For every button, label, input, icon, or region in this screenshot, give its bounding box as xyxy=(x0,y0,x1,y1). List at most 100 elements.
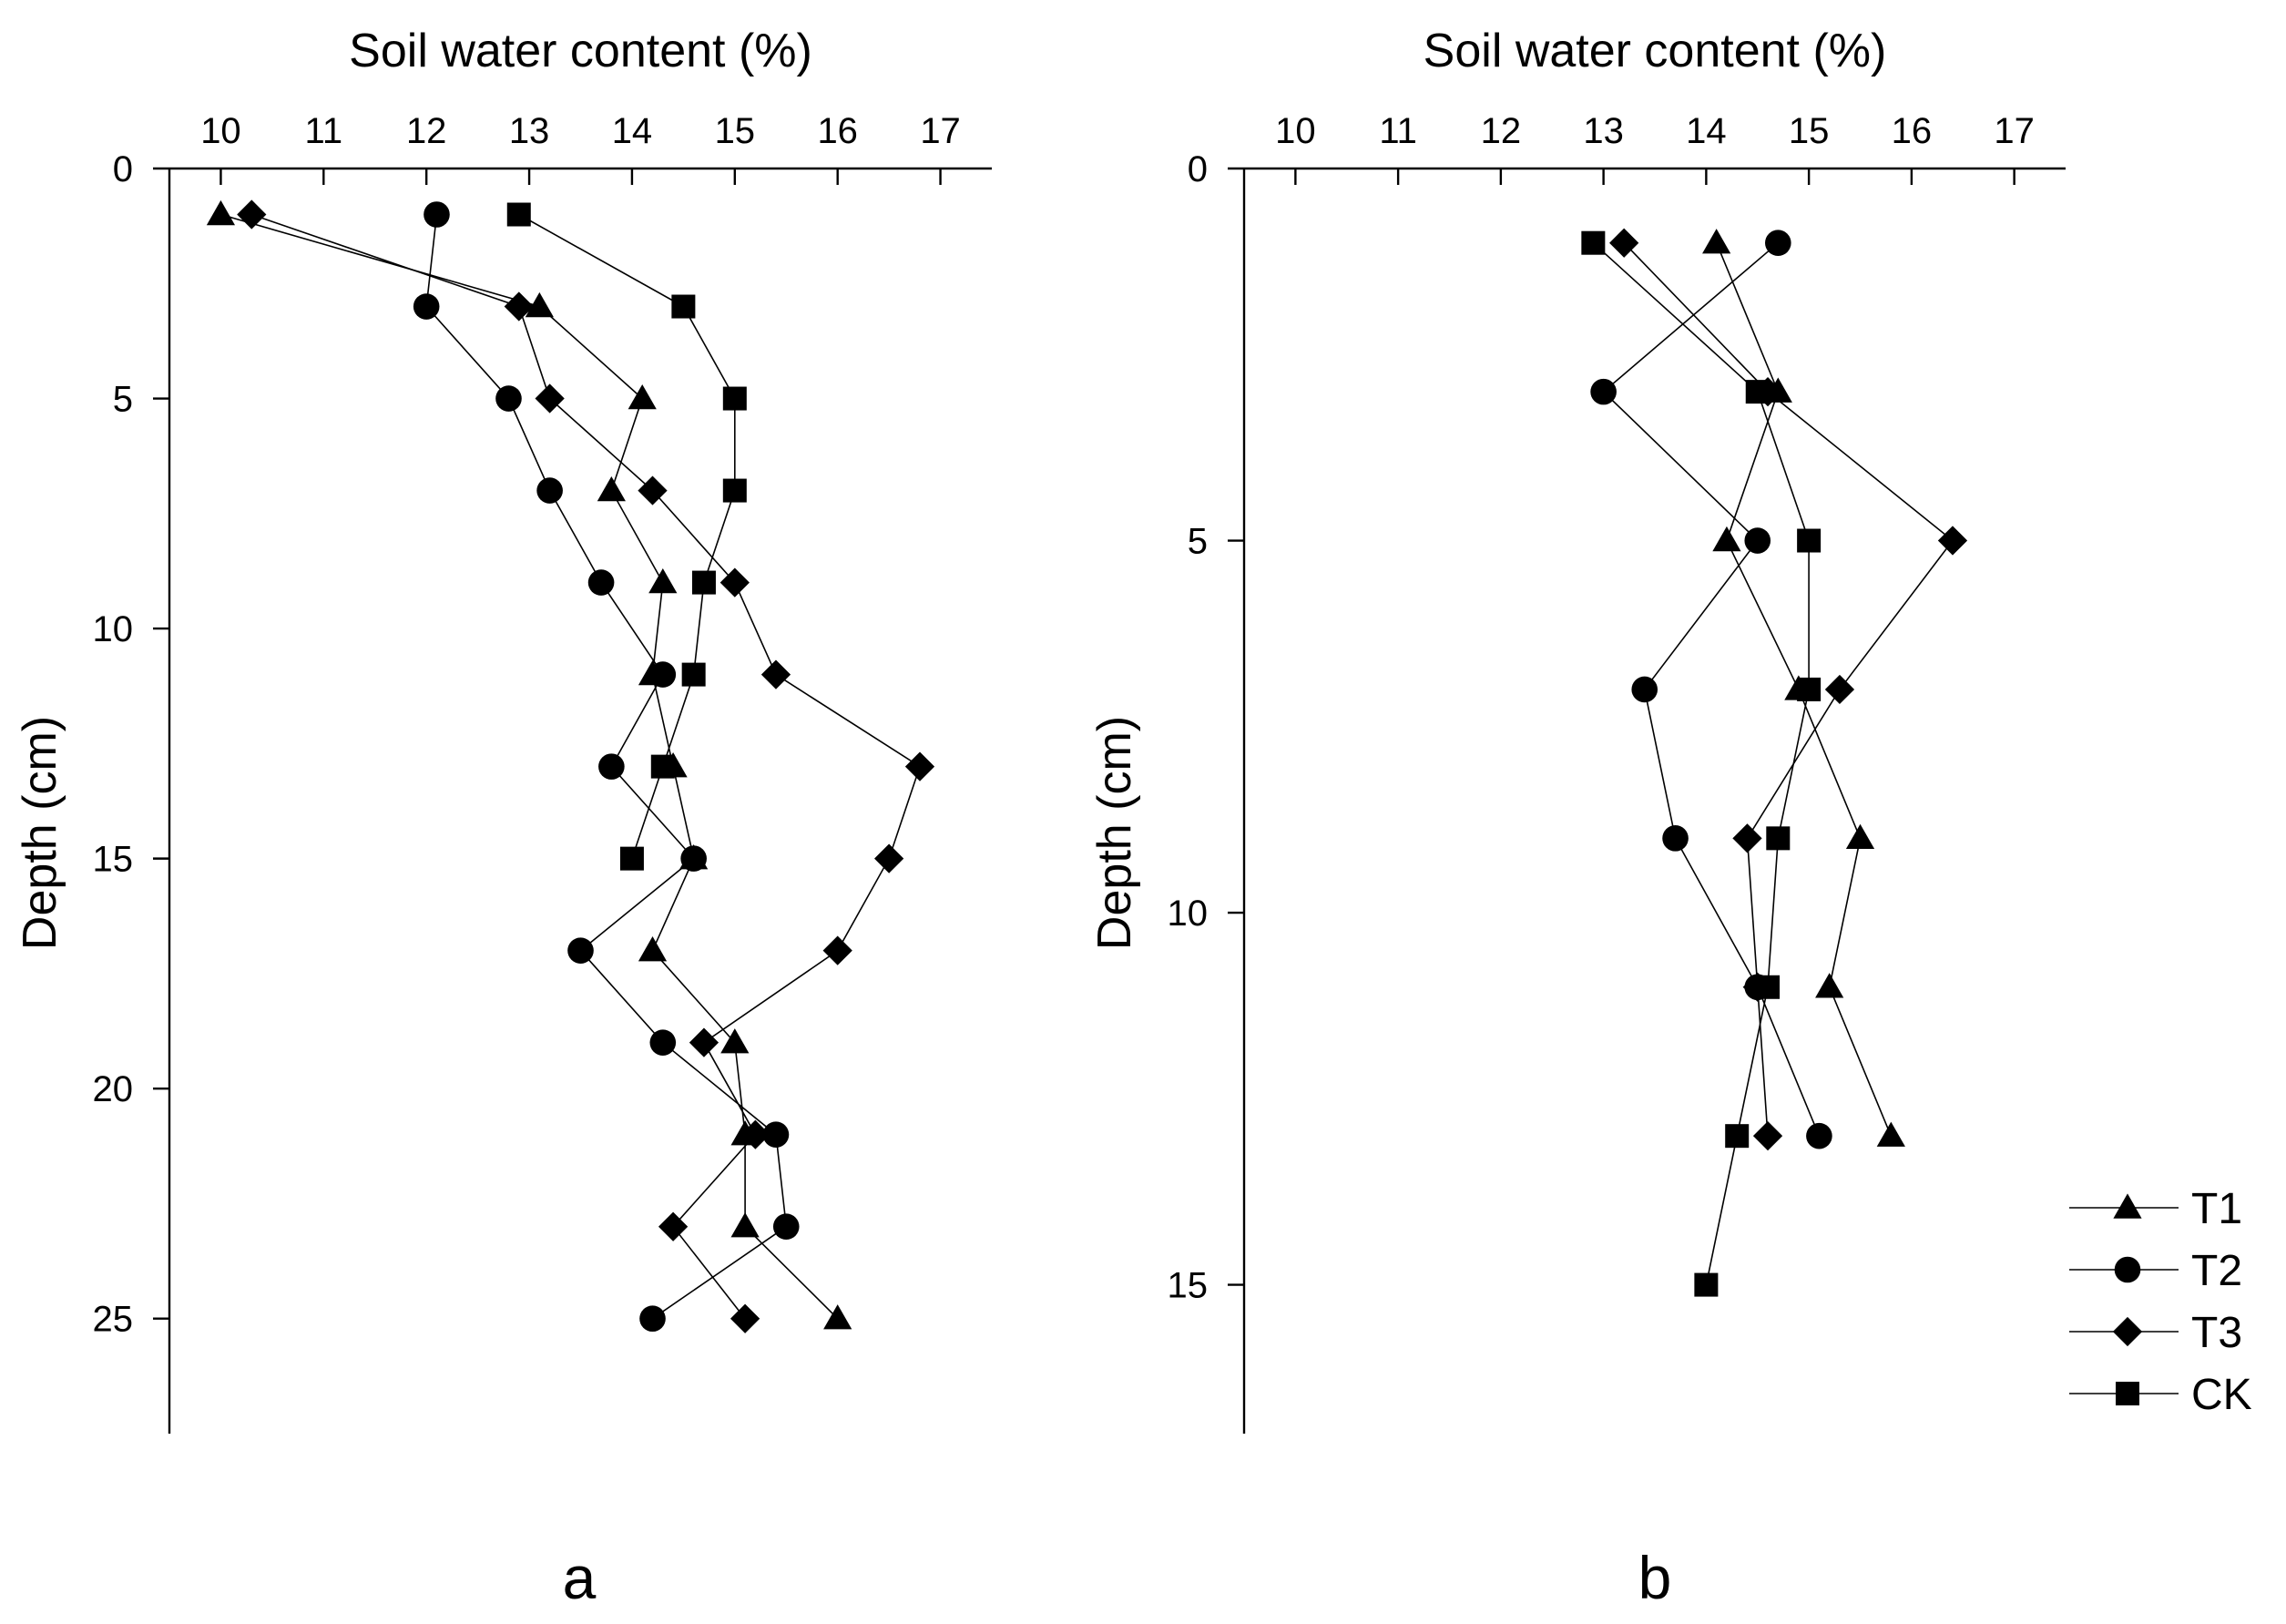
panel-label: a xyxy=(563,1544,597,1611)
data-point-T1 xyxy=(1876,1121,1905,1147)
y-tick-label: 0 xyxy=(113,149,133,189)
data-point-T3 xyxy=(1609,228,1639,258)
y-tick-label: 20 xyxy=(93,1069,134,1109)
data-point-T2 xyxy=(587,569,615,596)
data-point-T1 xyxy=(1712,526,1741,552)
series-line-T3 xyxy=(1623,242,1954,1137)
data-point-CK xyxy=(681,662,706,687)
x-tick-label: 13 xyxy=(509,111,550,151)
data-point-T1 xyxy=(597,475,626,502)
data-point-CK xyxy=(722,478,747,503)
legend-label-T2: T2 xyxy=(2191,1247,2242,1295)
legend-marker-T2 xyxy=(2114,1256,2141,1283)
data-point-T2 xyxy=(567,937,594,964)
x-tick-label: 16 xyxy=(1892,111,1933,151)
panel-b: 10 11 12 13 14 15 16 17 0 5 10 15 Soil water content… xyxy=(1088,25,2252,1611)
data-point-T3 xyxy=(874,843,904,873)
y-tick-label: 10 xyxy=(93,609,134,649)
data-point-T2 xyxy=(1590,378,1617,405)
series-line-CK xyxy=(518,213,736,859)
x-tick-label: 16 xyxy=(817,111,858,151)
data-point-T3 xyxy=(535,383,565,414)
legend: T1 T2 T3 CK xyxy=(2069,1185,2252,1419)
data-point-T2 xyxy=(649,661,677,688)
data-point-T1 xyxy=(1815,973,1844,998)
data-point-T2 xyxy=(1765,230,1791,257)
data-point-CK xyxy=(1581,230,1606,255)
legend-label-T3: T3 xyxy=(2191,1309,2242,1357)
x-tick-label: 12 xyxy=(1481,111,1522,151)
data-point-T3 xyxy=(689,1027,719,1057)
data-point-T1 xyxy=(720,1028,750,1054)
data-point-T2 xyxy=(1631,676,1658,703)
data-point-T2 xyxy=(413,293,440,320)
x-axis-title: Soil water content (%) xyxy=(349,25,812,77)
data-point-T3 xyxy=(740,1119,771,1149)
data-point-T3 xyxy=(638,475,668,506)
x-tick-label: 14 xyxy=(1686,111,1727,151)
data-point-CK xyxy=(1797,677,1822,701)
legend-marker-T3 xyxy=(2112,1316,2143,1347)
data-point-T3 xyxy=(904,751,935,781)
data-point-T3 xyxy=(822,935,852,965)
data-point-CK xyxy=(1756,975,1781,999)
data-point-T3 xyxy=(719,567,750,598)
data-point-CK xyxy=(1745,380,1770,404)
data-point-T2 xyxy=(536,477,563,504)
data-point-T1 xyxy=(628,383,657,410)
x-tick-label: 15 xyxy=(1789,111,1830,151)
legend-marker-CK xyxy=(2116,1382,2139,1405)
panel-a: 10 11 12 13 14 15 16 17 0 5 10 15 20 25 Soil water con… xyxy=(14,25,992,1611)
data-point-CK xyxy=(671,294,696,319)
x-tick-label: 11 xyxy=(305,111,343,151)
x-tick-label: 14 xyxy=(612,111,653,151)
data-point-CK xyxy=(691,570,716,595)
data-point-T3 xyxy=(1824,674,1855,705)
data-point-T3 xyxy=(730,1303,760,1333)
data-point-T3 xyxy=(237,199,267,230)
data-point-T1 xyxy=(823,1304,852,1330)
data-point-T3 xyxy=(658,1211,689,1241)
data-point-T2 xyxy=(1744,527,1771,554)
legend-marker-T1 xyxy=(2113,1193,2142,1219)
y-tick-label: 15 xyxy=(1168,1266,1209,1306)
data-point-T2 xyxy=(639,1305,666,1333)
x-axis-title: Soil water content (%) xyxy=(1424,25,1887,77)
data-point-T1 xyxy=(206,199,236,226)
x-tick-label: 17 xyxy=(1994,111,2035,151)
y-tick-label: 25 xyxy=(93,1300,134,1340)
x-tick-label: 12 xyxy=(406,111,447,151)
data-point-T2 xyxy=(649,1029,677,1056)
y-axis-title: Depth (cm) xyxy=(1088,716,1141,950)
legend-label-T1: T1 xyxy=(2191,1185,2242,1233)
y-tick-label: 0 xyxy=(1188,149,1208,189)
x-tick-label: 13 xyxy=(1583,111,1624,151)
x-tick-label: 11 xyxy=(1379,111,1417,151)
y-tick-label: 15 xyxy=(93,840,134,880)
x-tick-label: 15 xyxy=(715,111,756,151)
data-point-CK xyxy=(1725,1124,1750,1149)
y-axis-title: Depth (cm) xyxy=(14,716,66,950)
data-point-T3 xyxy=(504,291,534,322)
data-point-T2 xyxy=(772,1213,800,1241)
data-point-T1 xyxy=(730,1212,760,1238)
data-point-CK xyxy=(650,754,675,779)
data-point-T2 xyxy=(762,1121,790,1148)
data-point-T3 xyxy=(1732,823,1762,853)
data-point-CK xyxy=(506,202,531,227)
data-point-T2 xyxy=(680,845,707,872)
series-line-T3 xyxy=(251,213,921,1320)
data-point-T1 xyxy=(1702,229,1731,254)
data-point-T1 xyxy=(648,567,678,594)
series-line-CK xyxy=(1592,242,1810,1285)
y-tick-label: 5 xyxy=(113,380,133,420)
y-tick-label: 10 xyxy=(1168,894,1209,934)
data-point-T3 xyxy=(760,659,791,689)
x-tick-label: 10 xyxy=(1275,111,1316,151)
data-point-T2 xyxy=(424,201,450,228)
data-point-T3 xyxy=(1937,526,1968,556)
data-point-CK xyxy=(1797,528,1822,553)
data-point-CK xyxy=(1766,826,1791,851)
data-point-T3 xyxy=(1752,1121,1783,1151)
